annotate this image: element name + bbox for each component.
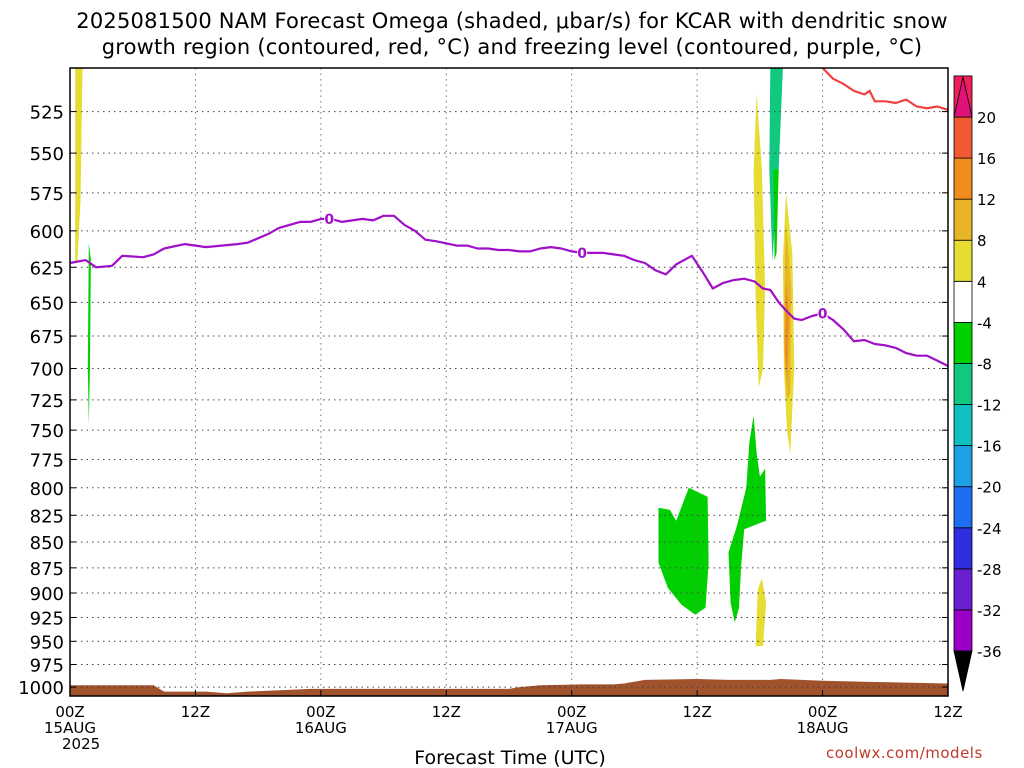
- colorbar-bin: [953, 157, 973, 200]
- colorbar-label: 16: [977, 150, 996, 168]
- colorbar-label: -24: [977, 520, 1002, 538]
- colorbar-over-triangle: [953, 76, 973, 118]
- colorbar-bin: [953, 239, 973, 282]
- colorbar-bin: [953, 568, 973, 611]
- colorbar-label: -36: [977, 643, 1002, 661]
- x-tick-label: 12Z: [181, 703, 210, 721]
- y-tick-label: 650: [30, 293, 64, 314]
- axes: 525 550 575 600 625 650 675 700 725 750 775 800 825 8…: [18, 103, 963, 753]
- omega-region: [773, 169, 779, 261]
- colorbar-bin: [953, 321, 973, 364]
- terrain-fill: [70, 679, 948, 696]
- x-tick-label: 18AUG: [797, 719, 849, 737]
- colorbar-label: 12: [977, 191, 996, 209]
- colorbar: -36 -32 -28 -24 -20 -16 -12 -8 -4 4 8 12 16 20: [953, 75, 1002, 692]
- omega-region: [755, 578, 767, 646]
- y-tick-label: 625: [30, 258, 64, 279]
- colorbar-bin: [953, 609, 973, 652]
- y-tick-label: 600: [30, 222, 64, 243]
- omega-region: [75, 68, 83, 263]
- title-line-2: growth region (contoured, red, °C) and f…: [101, 35, 923, 59]
- credit-label: coolwx.com/models: [826, 744, 983, 762]
- colorbar-label: 20: [977, 109, 996, 127]
- omega-region: [658, 487, 709, 615]
- y-tick-label: 900: [30, 584, 64, 605]
- y-tick-label: 850: [30, 533, 64, 554]
- y-tick-label: 875: [30, 559, 64, 580]
- omega-region: [728, 415, 767, 623]
- x-tick-label: 17AUG: [546, 719, 598, 737]
- colorbar-bin: [953, 445, 973, 488]
- x-tick-label: 00Z: [55, 703, 84, 721]
- omega-region: [769, 68, 783, 261]
- colorbar-label: -16: [977, 438, 1002, 456]
- freezing-label-bg: [324, 210, 335, 226]
- y-tick-label: 675: [30, 327, 64, 348]
- x-tick-label: 12Z: [682, 703, 711, 721]
- chart-title: 2025081500 NAM Forecast Omega (shaded, μ…: [0, 8, 1024, 60]
- x-tick-label: 12Z: [432, 703, 461, 721]
- surface-terrain: [70, 679, 948, 696]
- freezing-level-line: [69, 214, 949, 367]
- colorbar-label: 8: [977, 232, 987, 250]
- y-tick-label: 550: [30, 144, 64, 165]
- x-tick-label: 00Z: [306, 703, 335, 721]
- colorbar-under-triangle: [953, 650, 973, 692]
- y-tick-label: 975: [30, 655, 64, 676]
- colorbar-bin: [953, 280, 973, 323]
- x-tick-label: 12Z: [933, 703, 962, 721]
- omega-region: [753, 94, 766, 388]
- y-tick-label: 575: [30, 184, 64, 205]
- colorbar-bin: [953, 198, 973, 241]
- y-tick-label: 725: [30, 391, 64, 412]
- freezing-label-bg: [577, 244, 588, 260]
- contour-lines: 0 0 0: [69, 67, 949, 367]
- freezing-label-bg: [817, 305, 828, 321]
- colorbar-label: -32: [977, 602, 1002, 620]
- y-tick-label: 800: [30, 479, 64, 500]
- y-tick-label: 1000: [18, 678, 64, 699]
- x-tick-label: 15AUG: [44, 719, 96, 737]
- colorbar-label: -12: [977, 397, 1002, 415]
- dgz-contour-line: [821, 67, 949, 111]
- x-tick-label: 00Z: [808, 703, 837, 721]
- grid-lines: [70, 68, 948, 696]
- y-tick-label: 525: [30, 103, 64, 124]
- colorbar-label: 4: [977, 273, 987, 291]
- y-tick-label: 825: [30, 506, 64, 527]
- y-tick-label: 750: [30, 421, 64, 442]
- y-tick-label: 950: [30, 632, 64, 653]
- freezing-level-label: 0: [324, 212, 334, 228]
- omega-shading: [75, 68, 795, 646]
- title-line-1: 2025081500 NAM Forecast Omega (shaded, μ…: [76, 9, 948, 33]
- freezing-level-label: 0: [818, 306, 828, 322]
- omega-region: [87, 242, 91, 425]
- colorbar-bin: [953, 527, 973, 570]
- colorbar-label: -4: [977, 314, 992, 332]
- y-tick-label: 925: [30, 608, 64, 629]
- y-tick-label: 775: [30, 450, 64, 471]
- plot-frame: [69, 67, 949, 697]
- colorbar-bin: [953, 116, 973, 159]
- colorbar-label: -20: [977, 479, 1002, 497]
- colorbar-label: -28: [977, 561, 1002, 579]
- colorbar-bin: [953, 363, 973, 405]
- x-tick-label: 16AUG: [295, 719, 347, 737]
- freezing-level-label: 0: [577, 246, 587, 262]
- y-tick-label: 700: [30, 360, 64, 381]
- colorbar-bin: [953, 486, 973, 529]
- colorbar-label: -8: [977, 355, 992, 373]
- omega-region: [784, 281, 790, 382]
- colorbar-bin: [953, 404, 973, 447]
- x-tick-label: 2025: [62, 735, 100, 753]
- x-tick-label: 00Z: [557, 703, 586, 721]
- x-axis-label: Forecast Time (UTC): [414, 747, 605, 768]
